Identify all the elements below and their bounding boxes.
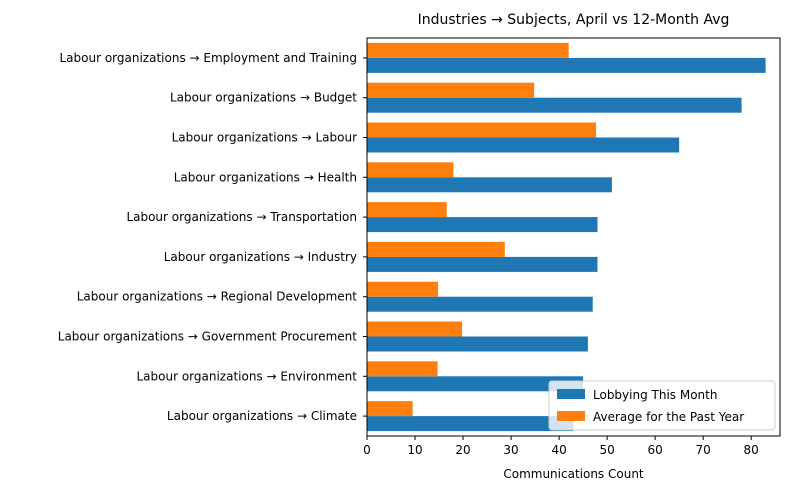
bar-past-year: [367, 361, 438, 377]
x-tick-label: 40: [551, 443, 566, 457]
bars-group: [367, 42, 766, 432]
bar-this-month: [367, 256, 598, 272]
category-label: Labour organizations → Employment and Tr…: [59, 51, 357, 65]
bar-past-year: [367, 42, 569, 58]
bar-this-month: [367, 137, 680, 153]
bar-this-month: [367, 416, 574, 432]
bar-this-month: [367, 376, 584, 392]
chart-title: Industries → Subjects, April vs 12-Month…: [418, 12, 730, 28]
x-tick-label: 10: [407, 443, 422, 457]
bar-this-month: [367, 217, 598, 233]
bar-this-month: [367, 336, 588, 352]
x-tick-label: 80: [744, 443, 759, 457]
category-label: Labour organizations → Labour: [172, 131, 358, 145]
x-tick-label: 70: [696, 443, 711, 457]
bar-past-year: [367, 162, 454, 178]
category-label: Labour organizations → Budget: [170, 91, 357, 105]
x-axis-ticks: 0 10 20 30 40 50 60 70 80: [363, 436, 759, 457]
x-tick-label: 20: [455, 443, 470, 457]
legend-swatch-past-year: [557, 411, 585, 421]
x-tick-label: 30: [503, 443, 518, 457]
x-tick-label: 50: [599, 443, 614, 457]
category-label: Labour organizations → Industry: [164, 250, 357, 264]
category-label: Labour organizations → Regional Developm…: [77, 290, 358, 304]
legend-box: [548, 380, 776, 431]
x-tick-label: 0: [363, 443, 371, 457]
bar-this-month: [367, 296, 593, 312]
bar-past-year: [367, 241, 505, 257]
bar-past-year: [367, 401, 413, 417]
category-label: Labour organizations → Transportation: [126, 210, 357, 224]
category-label: Labour organizations → Environment: [136, 369, 357, 383]
x-axis-title: Communications Count: [503, 467, 644, 481]
bar-this-month: [367, 97, 742, 113]
x-tick-label: 60: [647, 443, 662, 457]
bar-this-month: [367, 57, 766, 73]
bar-past-year: [367, 82, 535, 98]
category-label: Labour organizations → Health: [174, 170, 357, 184]
bar-this-month: [367, 177, 612, 193]
bar-past-year: [367, 202, 447, 218]
bar-past-year: [367, 122, 597, 138]
bar-past-year: [367, 321, 463, 337]
category-label: Labour organizations → Government Procur…: [58, 330, 358, 344]
category-label: Labour organizations → Climate: [167, 409, 357, 423]
legend: Lobbying This Month Average for the Past…: [548, 380, 776, 431]
legend-label-past-year: Average for the Past Year: [593, 410, 744, 424]
bar-past-year: [367, 281, 439, 297]
legend-label-this-month: Lobbying This Month: [593, 388, 717, 402]
legend-swatch-this-month: [557, 389, 585, 399]
category-labels: Labour organizations → Employment and Tr…: [58, 51, 367, 423]
plot-frame: [366, 37, 781, 437]
